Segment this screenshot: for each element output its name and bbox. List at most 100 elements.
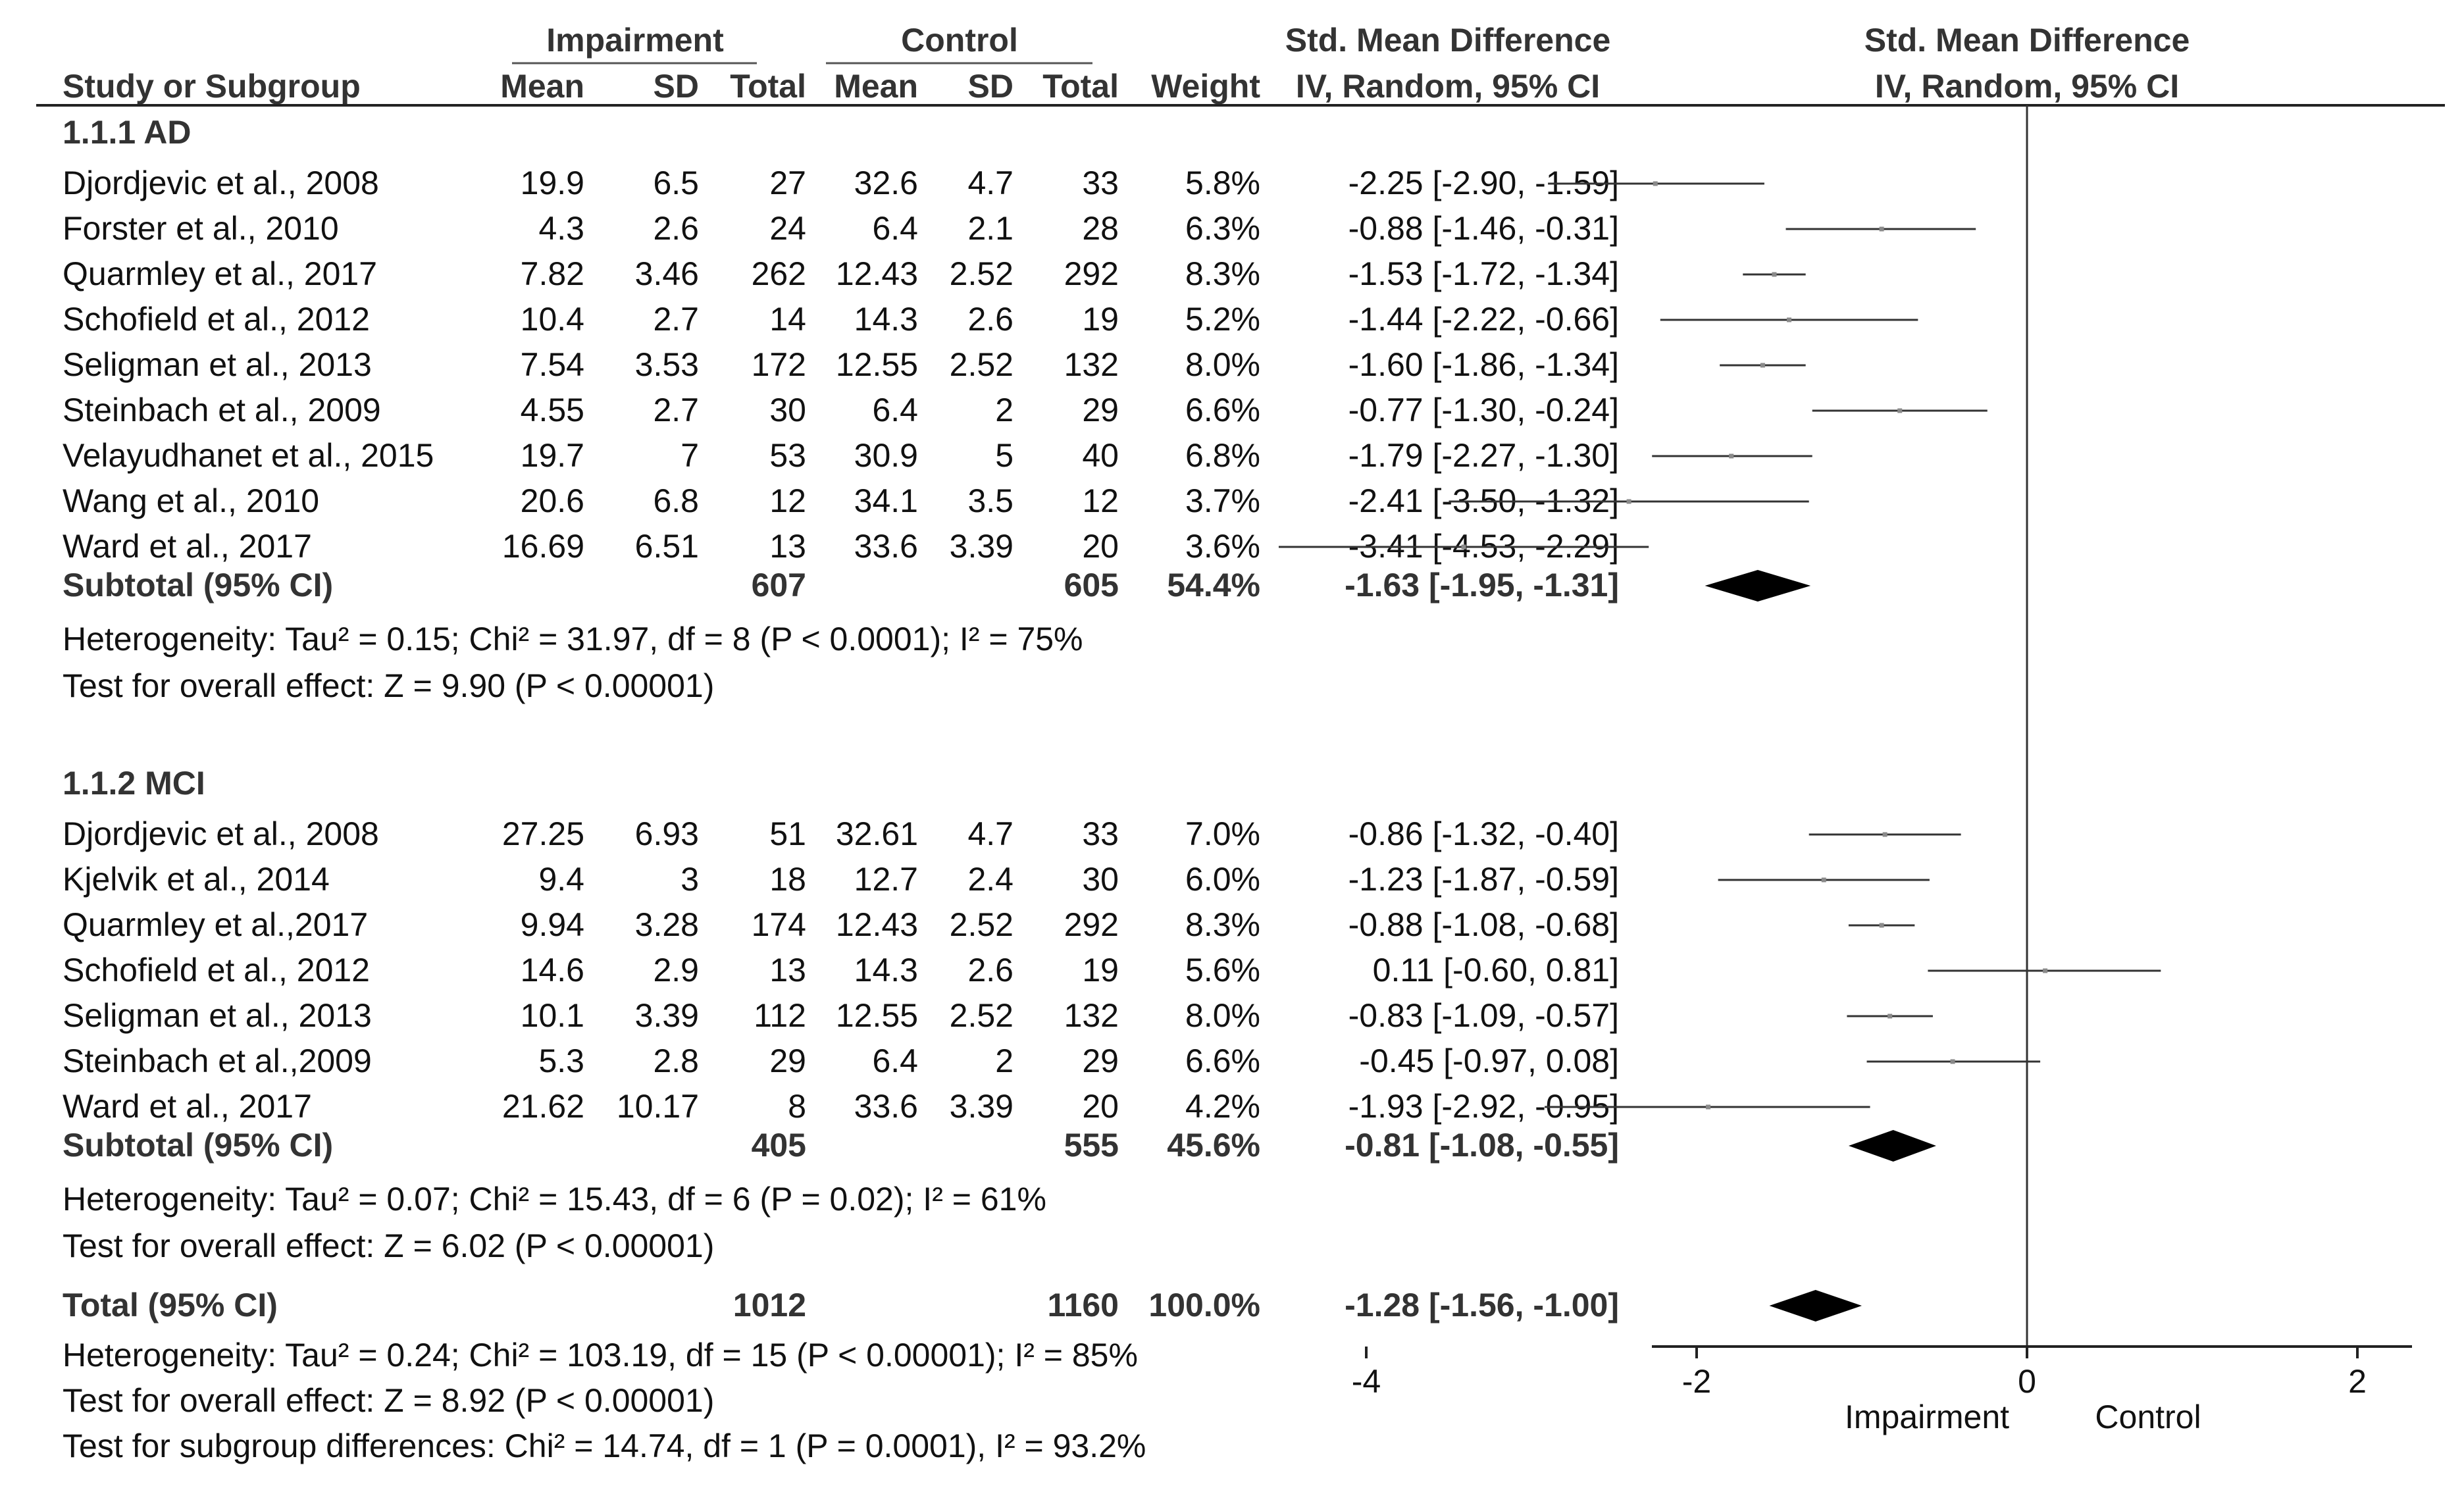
study-sd-impairment: 3 xyxy=(680,861,699,898)
study-sd-control: 5 xyxy=(995,437,1014,474)
study-mean-impairment: 14.6 xyxy=(521,952,584,989)
study-weight: 8.0% xyxy=(1185,346,1260,383)
study-point xyxy=(1879,226,1884,232)
x-label-right: Control xyxy=(2095,1399,2201,1435)
study-smd-ci: -0.45 [-0.97, 0.08] xyxy=(1359,1042,1619,1079)
study-total-control: 40 xyxy=(1082,437,1119,474)
total-heterogeneity-text: Heterogeneity: Tau² = 0.24; Chi² = 103.1… xyxy=(63,1337,1138,1374)
study-total-control: 19 xyxy=(1082,952,1119,989)
study-mean-impairment: 27.25 xyxy=(502,815,584,852)
study-point xyxy=(1787,317,1792,322)
study-name: Djordjevic et al., 2008 xyxy=(63,165,379,201)
study-total-impairment: 112 xyxy=(754,997,806,1034)
study-smd-ci: -1.53 [-1.72, -1.34] xyxy=(1348,255,1619,292)
study-name: Schofield et al., 2012 xyxy=(63,301,370,338)
study-name: Quarmley et al.,2017 xyxy=(63,906,368,943)
study-point xyxy=(1879,923,1884,928)
study-smd-ci: 0.11 [-0.60, 0.81] xyxy=(1373,952,1619,989)
group2-header: Control xyxy=(901,22,1018,59)
study-sd-control: 2.52 xyxy=(950,346,1014,383)
x-label-left: Impairment xyxy=(1845,1399,2009,1435)
study-total-control: 30 xyxy=(1082,861,1119,898)
study-mean-control: 12.43 xyxy=(836,255,918,292)
study-weight: 8.3% xyxy=(1185,906,1260,943)
subgroup-label: 1.1.1 AD xyxy=(63,114,191,151)
study-name: Schofield et al., 2012 xyxy=(63,952,370,989)
study-sd-control: 4.7 xyxy=(967,165,1014,201)
study-point xyxy=(1461,544,1466,550)
study-mean-impairment: 7.82 xyxy=(521,255,584,292)
study-total-impairment: 29 xyxy=(769,1042,806,1079)
study-weight: 6.3% xyxy=(1185,210,1260,247)
study-smd-ci: -0.88 [-1.08, -0.68] xyxy=(1348,906,1619,943)
group1-header: Impairment xyxy=(546,22,724,59)
total-impairment: 1012 xyxy=(733,1287,806,1323)
study-sd-control: 2.4 xyxy=(967,861,1014,898)
study-sd-impairment: 10.17 xyxy=(617,1088,699,1125)
study-smd-ci: -0.88 [-1.46, -0.31] xyxy=(1348,210,1619,247)
study-total-impairment: 30 xyxy=(769,392,806,428)
subtotal-diamond xyxy=(1705,570,1811,602)
study-weight: 3.7% xyxy=(1185,482,1260,519)
study-mean-impairment: 20.6 xyxy=(521,482,584,519)
study-sd-control: 2.6 xyxy=(967,301,1014,338)
study-point xyxy=(1706,1104,1711,1110)
study-total-impairment: 262 xyxy=(752,255,806,292)
study-total-control: 292 xyxy=(1064,906,1119,943)
study-total-control: 12 xyxy=(1082,482,1119,519)
study-sd-impairment: 6.93 xyxy=(635,815,699,852)
col-study: Study or Subgroup xyxy=(63,68,361,105)
study-point xyxy=(1760,363,1765,368)
study-point xyxy=(1626,499,1631,504)
study-total-impairment: 174 xyxy=(752,906,806,943)
x-tick-label: 2 xyxy=(2348,1363,2367,1400)
study-smd-ci: -0.83 [-1.09, -0.57] xyxy=(1348,997,1619,1034)
heterogeneity-text: Heterogeneity: Tau² = 0.07; Chi² = 15.43… xyxy=(63,1181,1046,1218)
subtotal-weight: 54.4% xyxy=(1167,567,1260,604)
study-name: Kjelvik et al., 2014 xyxy=(63,861,330,898)
study-name: Ward et al., 2017 xyxy=(63,1088,312,1125)
study-weight: 6.0% xyxy=(1185,861,1260,898)
subgroup-label: 1.1.2 MCI xyxy=(63,765,205,802)
study-mean-impairment: 21.62 xyxy=(502,1088,584,1125)
study-sd-control: 2.6 xyxy=(967,952,1014,989)
study-sd-impairment: 7 xyxy=(680,437,699,474)
study-weight: 3.6% xyxy=(1185,528,1260,565)
subtotal-total-impairment: 405 xyxy=(752,1127,806,1164)
study-sd-control: 2.52 xyxy=(950,255,1014,292)
study-smd-ci: -1.23 [-1.87, -0.59] xyxy=(1348,861,1619,898)
total-overall-effect-text: Test for overall effect: Z = 8.92 (P < 0… xyxy=(63,1382,714,1419)
study-mean-control: 12.55 xyxy=(836,346,918,383)
study-total-control: 132 xyxy=(1064,997,1119,1034)
study-sd-control: 3.5 xyxy=(967,482,1014,519)
study-mean-impairment: 10.4 xyxy=(521,301,584,338)
study-total-control: 29 xyxy=(1082,1042,1119,1079)
study-mean-control: 32.6 xyxy=(854,165,918,201)
study-mean-control: 33.6 xyxy=(854,1088,918,1125)
study-weight: 8.3% xyxy=(1185,255,1260,292)
study-smd-ci: -1.79 [-2.27, -1.30] xyxy=(1348,437,1619,474)
study-mean-control: 12.55 xyxy=(836,997,918,1034)
study-total-impairment: 8 xyxy=(788,1088,806,1125)
study-total-impairment: 27 xyxy=(769,165,806,201)
study-sd-impairment: 6.8 xyxy=(653,482,699,519)
subtotal-diamond xyxy=(1848,1130,1936,1162)
study-sd-control: 4.7 xyxy=(967,815,1014,852)
study-total-control: 29 xyxy=(1082,392,1119,428)
study-weight: 6.8% xyxy=(1185,437,1260,474)
overall-effect-text: Test for overall effect: Z = 9.90 (P < 0… xyxy=(63,667,714,704)
study-weight: 8.0% xyxy=(1185,997,1260,1034)
study-mean-impairment: 19.7 xyxy=(521,437,584,474)
study-sd-impairment: 3.28 xyxy=(635,906,699,943)
study-name: Ward et al., 2017 xyxy=(63,528,312,565)
study-point xyxy=(1821,877,1826,883)
study-weight: 6.6% xyxy=(1185,392,1260,428)
study-weight: 6.6% xyxy=(1185,1042,1260,1079)
study-total-impairment: 14 xyxy=(769,301,806,338)
subtotal-total-impairment: 607 xyxy=(752,567,806,604)
study-point xyxy=(1729,453,1734,459)
study-name: Seligman et al., 2013 xyxy=(63,346,372,383)
study-sd-impairment: 2.9 xyxy=(653,952,699,989)
